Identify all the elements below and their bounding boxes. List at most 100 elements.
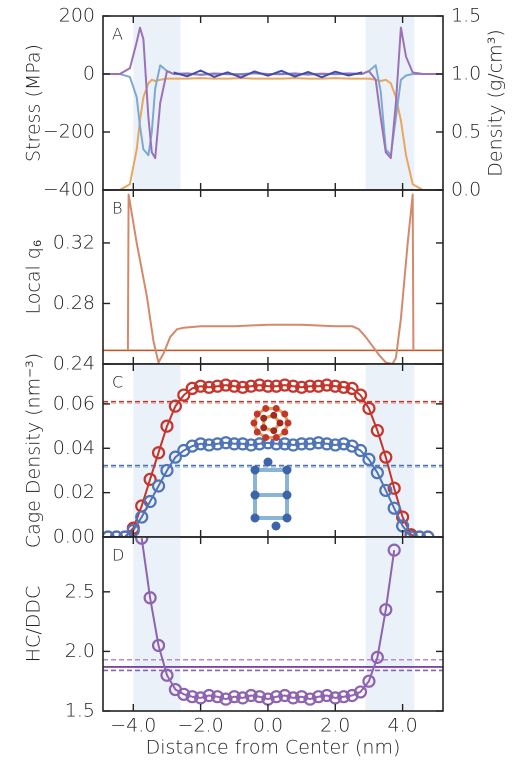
marker [168,450,182,464]
marker [177,388,191,402]
marker [185,690,199,704]
marker [194,379,208,393]
marker [177,687,191,701]
marker [219,692,233,706]
marker [135,510,149,524]
marker [320,378,334,392]
marker [387,543,401,557]
marker [320,688,334,703]
marker [236,437,250,451]
y-tick-label: 0 [83,63,95,85]
interface-band [365,16,415,190]
marker [135,537,149,545]
marker [345,381,359,395]
y-tick-label: −400 [43,179,95,201]
marker [337,690,351,704]
marker [118,530,132,537]
interface-band [133,537,181,711]
marker [303,692,317,706]
marker [185,381,199,395]
interface-band [365,364,415,537]
y-axis-label: Local q₆ [23,239,45,314]
marker [286,438,300,452]
marker [353,443,368,458]
marker [396,510,410,524]
y-tick-label: 0.06 [53,392,95,414]
y-axis-label: Cage Density (nm⁻³) [23,353,45,548]
cage-atom [270,411,278,419]
marker [303,437,317,451]
marker [227,437,241,451]
y-tick-label: 0.04 [53,437,95,459]
series-line [126,193,415,364]
cage-atom [253,428,261,436]
y2-tick-label: 0.0 [451,179,481,201]
marker [387,501,401,515]
marker [103,530,115,537]
marker [379,483,393,498]
marker [370,423,384,438]
marker [362,401,376,415]
cage-atom [284,419,292,427]
marker [202,438,216,452]
marker [337,380,351,394]
marker [328,379,342,393]
x-tick-label: −2.0 [178,715,224,737]
cage-atom [282,490,292,500]
marker [244,438,258,452]
series-line [103,26,443,160]
x-tick-label: 2.0 [320,715,350,737]
marker [311,379,326,393]
marker [252,690,267,704]
cage-atom [260,414,268,422]
cage-atom [263,457,273,467]
marker [328,691,342,705]
marker [295,437,309,451]
marker [311,690,326,704]
plot-area [103,537,443,711]
marker [286,379,300,393]
marker [151,479,166,493]
marker [252,378,267,392]
marker [412,530,427,537]
marker [143,494,157,509]
cage-atom [250,419,258,427]
marker [151,446,166,460]
cage-atom [281,410,289,418]
y-tick-label: 0.24 [53,353,95,375]
marker [421,530,435,537]
marker [278,688,292,703]
marker [261,379,275,393]
marker [227,690,241,704]
y-tick-label: 200 [59,5,95,27]
series-line [103,77,443,190]
marker [269,690,283,704]
panel-frame [102,536,444,712]
marker [362,452,376,466]
marker [311,436,326,450]
marker [320,437,334,451]
marker [202,688,216,703]
marker [404,530,418,537]
y-tick-label: 1.5 [65,700,95,722]
marker [236,380,250,394]
marker [379,450,393,464]
x-tick-label: 4.0 [387,715,417,737]
panel: 0.24 0.28 0.32 B Local q₆ [23,189,444,375]
x-axis-label: Distance from Center (nm) [146,737,401,759]
cage-atom [260,424,268,432]
cage-atom [250,465,260,475]
marker [160,419,174,433]
y2-tick-label: 1.5 [451,5,481,27]
panel-letter: D [112,546,124,565]
series-line [108,384,428,537]
marker [244,688,258,703]
cage-atom [272,404,280,412]
y-tick-label: 2.5 [65,580,95,602]
marker [278,437,292,451]
marker [160,668,174,682]
marker [278,378,292,392]
cage-illustrations [250,404,292,531]
marker [168,399,182,413]
